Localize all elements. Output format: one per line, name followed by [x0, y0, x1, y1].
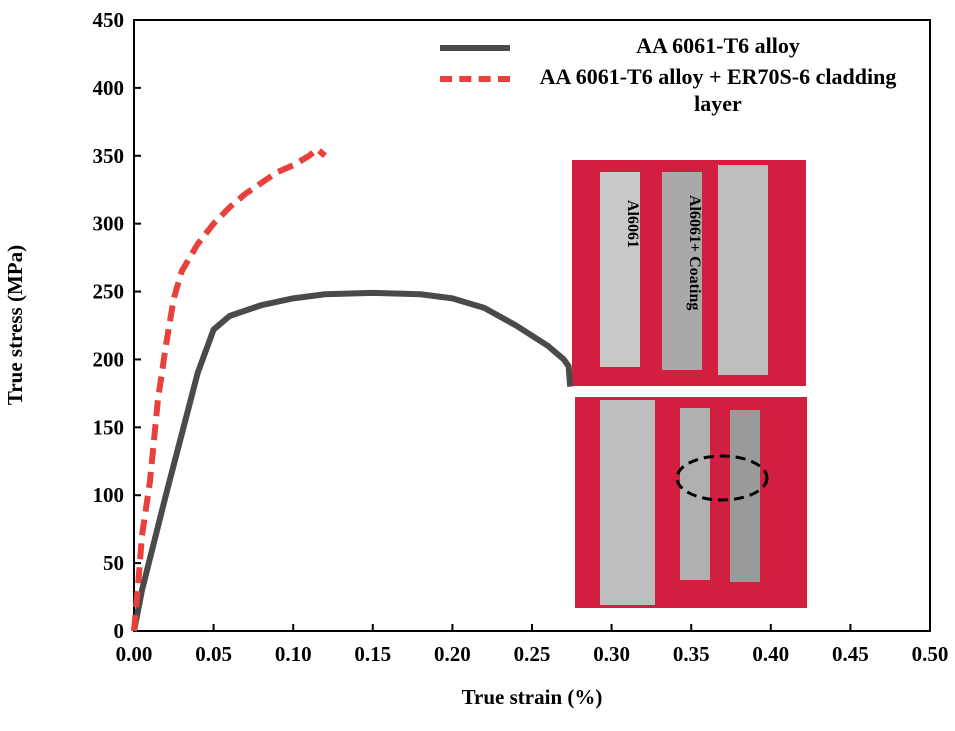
legend: AA 6061-T6 alloy AA 6061-T6 alloy + ER70S…: [440, 32, 910, 121]
y-tick-label: 300: [93, 212, 125, 236]
x-tick-label: 0.20: [434, 642, 471, 666]
y-tick-label: 350: [93, 144, 125, 168]
y-tick-label: 450: [93, 8, 125, 32]
y-tick-label: 50: [103, 551, 124, 575]
x-tick-label: 0.15: [354, 642, 391, 666]
y-tick-label: 100: [93, 483, 125, 507]
x-tick-label: 0.45: [832, 642, 869, 666]
x-tick-label: 0.25: [514, 642, 551, 666]
x-tick-label: 0.05: [195, 642, 232, 666]
legend-swatch: [440, 76, 510, 82]
legend-label: AA 6061-T6 alloy: [636, 33, 800, 58]
y-tick-label: 400: [93, 76, 125, 100]
inset-label: Al6061+ Coating: [686, 195, 703, 310]
ruler: [718, 165, 768, 375]
x-axis-label: True strain (%): [462, 685, 603, 709]
x-tick-label: 0.50: [912, 642, 949, 666]
y-axis-label: True stress (MPa): [3, 245, 27, 405]
x-tick-label: 0.35: [673, 642, 710, 666]
specimen: [730, 410, 760, 582]
y-tick-label: 0: [114, 619, 125, 643]
specimen: [662, 172, 702, 370]
legend-item: AA 6061-T6 alloy: [440, 32, 910, 59]
x-tick-label: 0.40: [752, 642, 789, 666]
inset-label: Al6061: [624, 200, 641, 248]
legend-item: AA 6061-T6 alloy + ER70S-6 cladding laye…: [440, 63, 910, 117]
specimen: [600, 172, 640, 367]
x-tick-label: 0.10: [275, 642, 312, 666]
ruler: [600, 400, 655, 605]
x-tick-label: 0.30: [593, 642, 630, 666]
series-line: [131, 289, 574, 632]
y-tick-label: 200: [93, 347, 125, 371]
y-tick-label: 150: [93, 415, 125, 439]
y-tick-label: 250: [93, 280, 125, 304]
legend-label: AA 6061-T6 alloy + ER70S-6 cladding laye…: [539, 64, 897, 116]
x-tick-label: 0.00: [116, 642, 153, 666]
fracture-highlight: [675, 454, 769, 502]
series-line: [131, 145, 327, 632]
legend-swatch: [440, 45, 510, 51]
